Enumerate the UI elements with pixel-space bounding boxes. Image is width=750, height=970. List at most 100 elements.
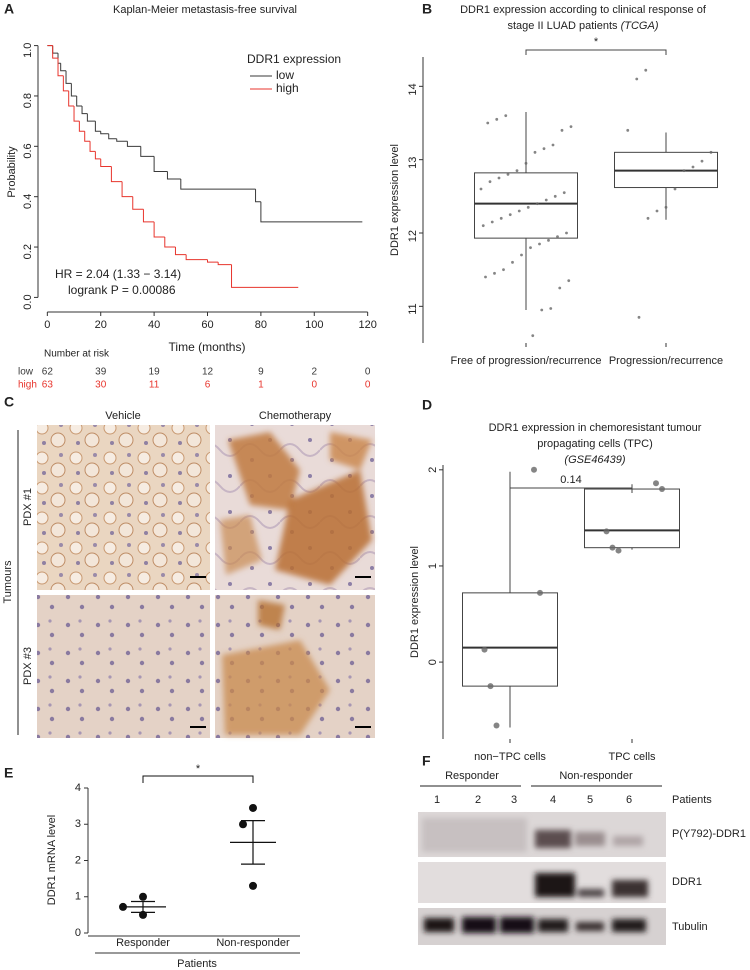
panel-letter: E [4, 765, 13, 781]
chart-title: Kaplan-Meier metastasis-free survival [113, 4, 297, 16]
data-point [484, 275, 487, 279]
y-axis-label: DDR1 mRNA level [46, 815, 58, 905]
data-point [537, 589, 543, 596]
chart-title: DDR1 expression according to clinical re… [460, 4, 707, 16]
source: (GSE46439) [564, 454, 625, 466]
y-tick-label: 4 [75, 782, 81, 794]
lane-label: 2 [475, 794, 481, 806]
panel-letter: F [422, 753, 431, 769]
legend-label: high [276, 81, 299, 95]
data-point [709, 150, 713, 154]
x-tick-label: 20 [95, 319, 107, 331]
data-point [637, 315, 641, 319]
survival-step [140, 146, 155, 157]
data-point [549, 307, 553, 310]
y-tick-label: 2 [75, 854, 81, 866]
data-point [481, 646, 488, 653]
data-point [655, 209, 659, 213]
y-tick-label: 0 [75, 927, 81, 939]
subtitle: propagating cells (TPC) [537, 438, 653, 450]
group-label: Tumours [2, 560, 14, 603]
group-label: Non-responder [559, 770, 633, 782]
survival-step [76, 95, 83, 107]
data-point [560, 128, 564, 132]
image-vehicle-pdx1 [37, 425, 210, 590]
data-point [481, 224, 485, 228]
source: (TCGA) [621, 20, 659, 32]
western-blot [418, 785, 666, 945]
lane-label: 3 [511, 794, 517, 806]
data-point [524, 161, 528, 165]
data-point [493, 271, 496, 275]
survival-step [255, 189, 261, 203]
data-point [511, 260, 514, 264]
data-point [551, 143, 555, 147]
annotation: logrank P = 0.00086 [68, 283, 176, 297]
chart-subtitle: stage II LUAD patients (TCGA) [507, 20, 658, 32]
lane-label: 4 [550, 794, 556, 806]
data-point [542, 147, 546, 151]
survival-step [174, 247, 187, 256]
data-point [569, 125, 573, 129]
y-tick-label: 2 [427, 467, 439, 473]
error-bar [241, 820, 265, 865]
column-label: Vehicle [105, 410, 140, 422]
y-tick-label: 12 [407, 230, 419, 242]
annotation: HR = 2.04 (1.33 − 3.14) [55, 267, 181, 281]
x-tick-label: 60 [201, 319, 213, 331]
risk-row-name: low [18, 367, 34, 378]
data-point [603, 528, 610, 535]
y-axis-label: DDR1 expression level [389, 144, 401, 256]
risk-value: 0 [311, 380, 317, 391]
data-point [644, 68, 648, 72]
data-point [517, 209, 521, 213]
data-point [556, 235, 559, 239]
group-label: Responder [445, 770, 499, 782]
y-tick-label: 14 [407, 83, 419, 95]
data-point [664, 205, 668, 209]
data-point [499, 216, 503, 220]
x-tick-label: 0 [44, 319, 50, 331]
panel-letter: C [4, 394, 14, 410]
data-point [504, 114, 508, 118]
survival-step [89, 141, 96, 152]
data-point [682, 169, 686, 173]
survival-step [207, 259, 219, 263]
data-point [635, 77, 639, 81]
band-label: Tubulin [672, 921, 708, 933]
risk-value: 11 [149, 380, 160, 391]
y-tick-label: 0.0 [22, 294, 34, 309]
data-point [139, 892, 147, 901]
survival-step [180, 179, 256, 190]
data-point [558, 286, 562, 290]
x-tick-label: 40 [148, 319, 160, 331]
survival-step [121, 181, 133, 198]
risk-value: 62 [42, 367, 54, 378]
survival-step [81, 106, 88, 115]
lanes-title: Patients [672, 794, 712, 806]
risk-value: 63 [42, 380, 54, 391]
stain [222, 600, 330, 735]
data-point [673, 187, 677, 191]
data-point [486, 121, 490, 125]
significance-bracket [525, 49, 667, 55]
survival-step [94, 121, 101, 132]
data-point [691, 165, 695, 169]
error-bar [131, 900, 155, 913]
data-point [490, 220, 494, 224]
x-tick-label: Free of progression/recurrence [450, 355, 601, 367]
x-tick-label: Non-responder [216, 937, 290, 949]
data-point [526, 205, 530, 209]
image-vehicle-pdx3 [37, 595, 210, 738]
x-tick-label: 120 [358, 319, 376, 331]
data-point [531, 466, 537, 473]
data-point [659, 486, 665, 493]
y-tick-label: 11 [407, 303, 419, 314]
legend-title: DDR1 expression [247, 52, 341, 66]
y-tick-label: 1 [75, 891, 81, 903]
risk-value: 2 [311, 367, 317, 378]
survival-step [78, 121, 85, 132]
row-label: PDX #3 [22, 647, 34, 685]
panel-letter: A [4, 1, 14, 17]
lane-label: 1 [434, 794, 440, 806]
